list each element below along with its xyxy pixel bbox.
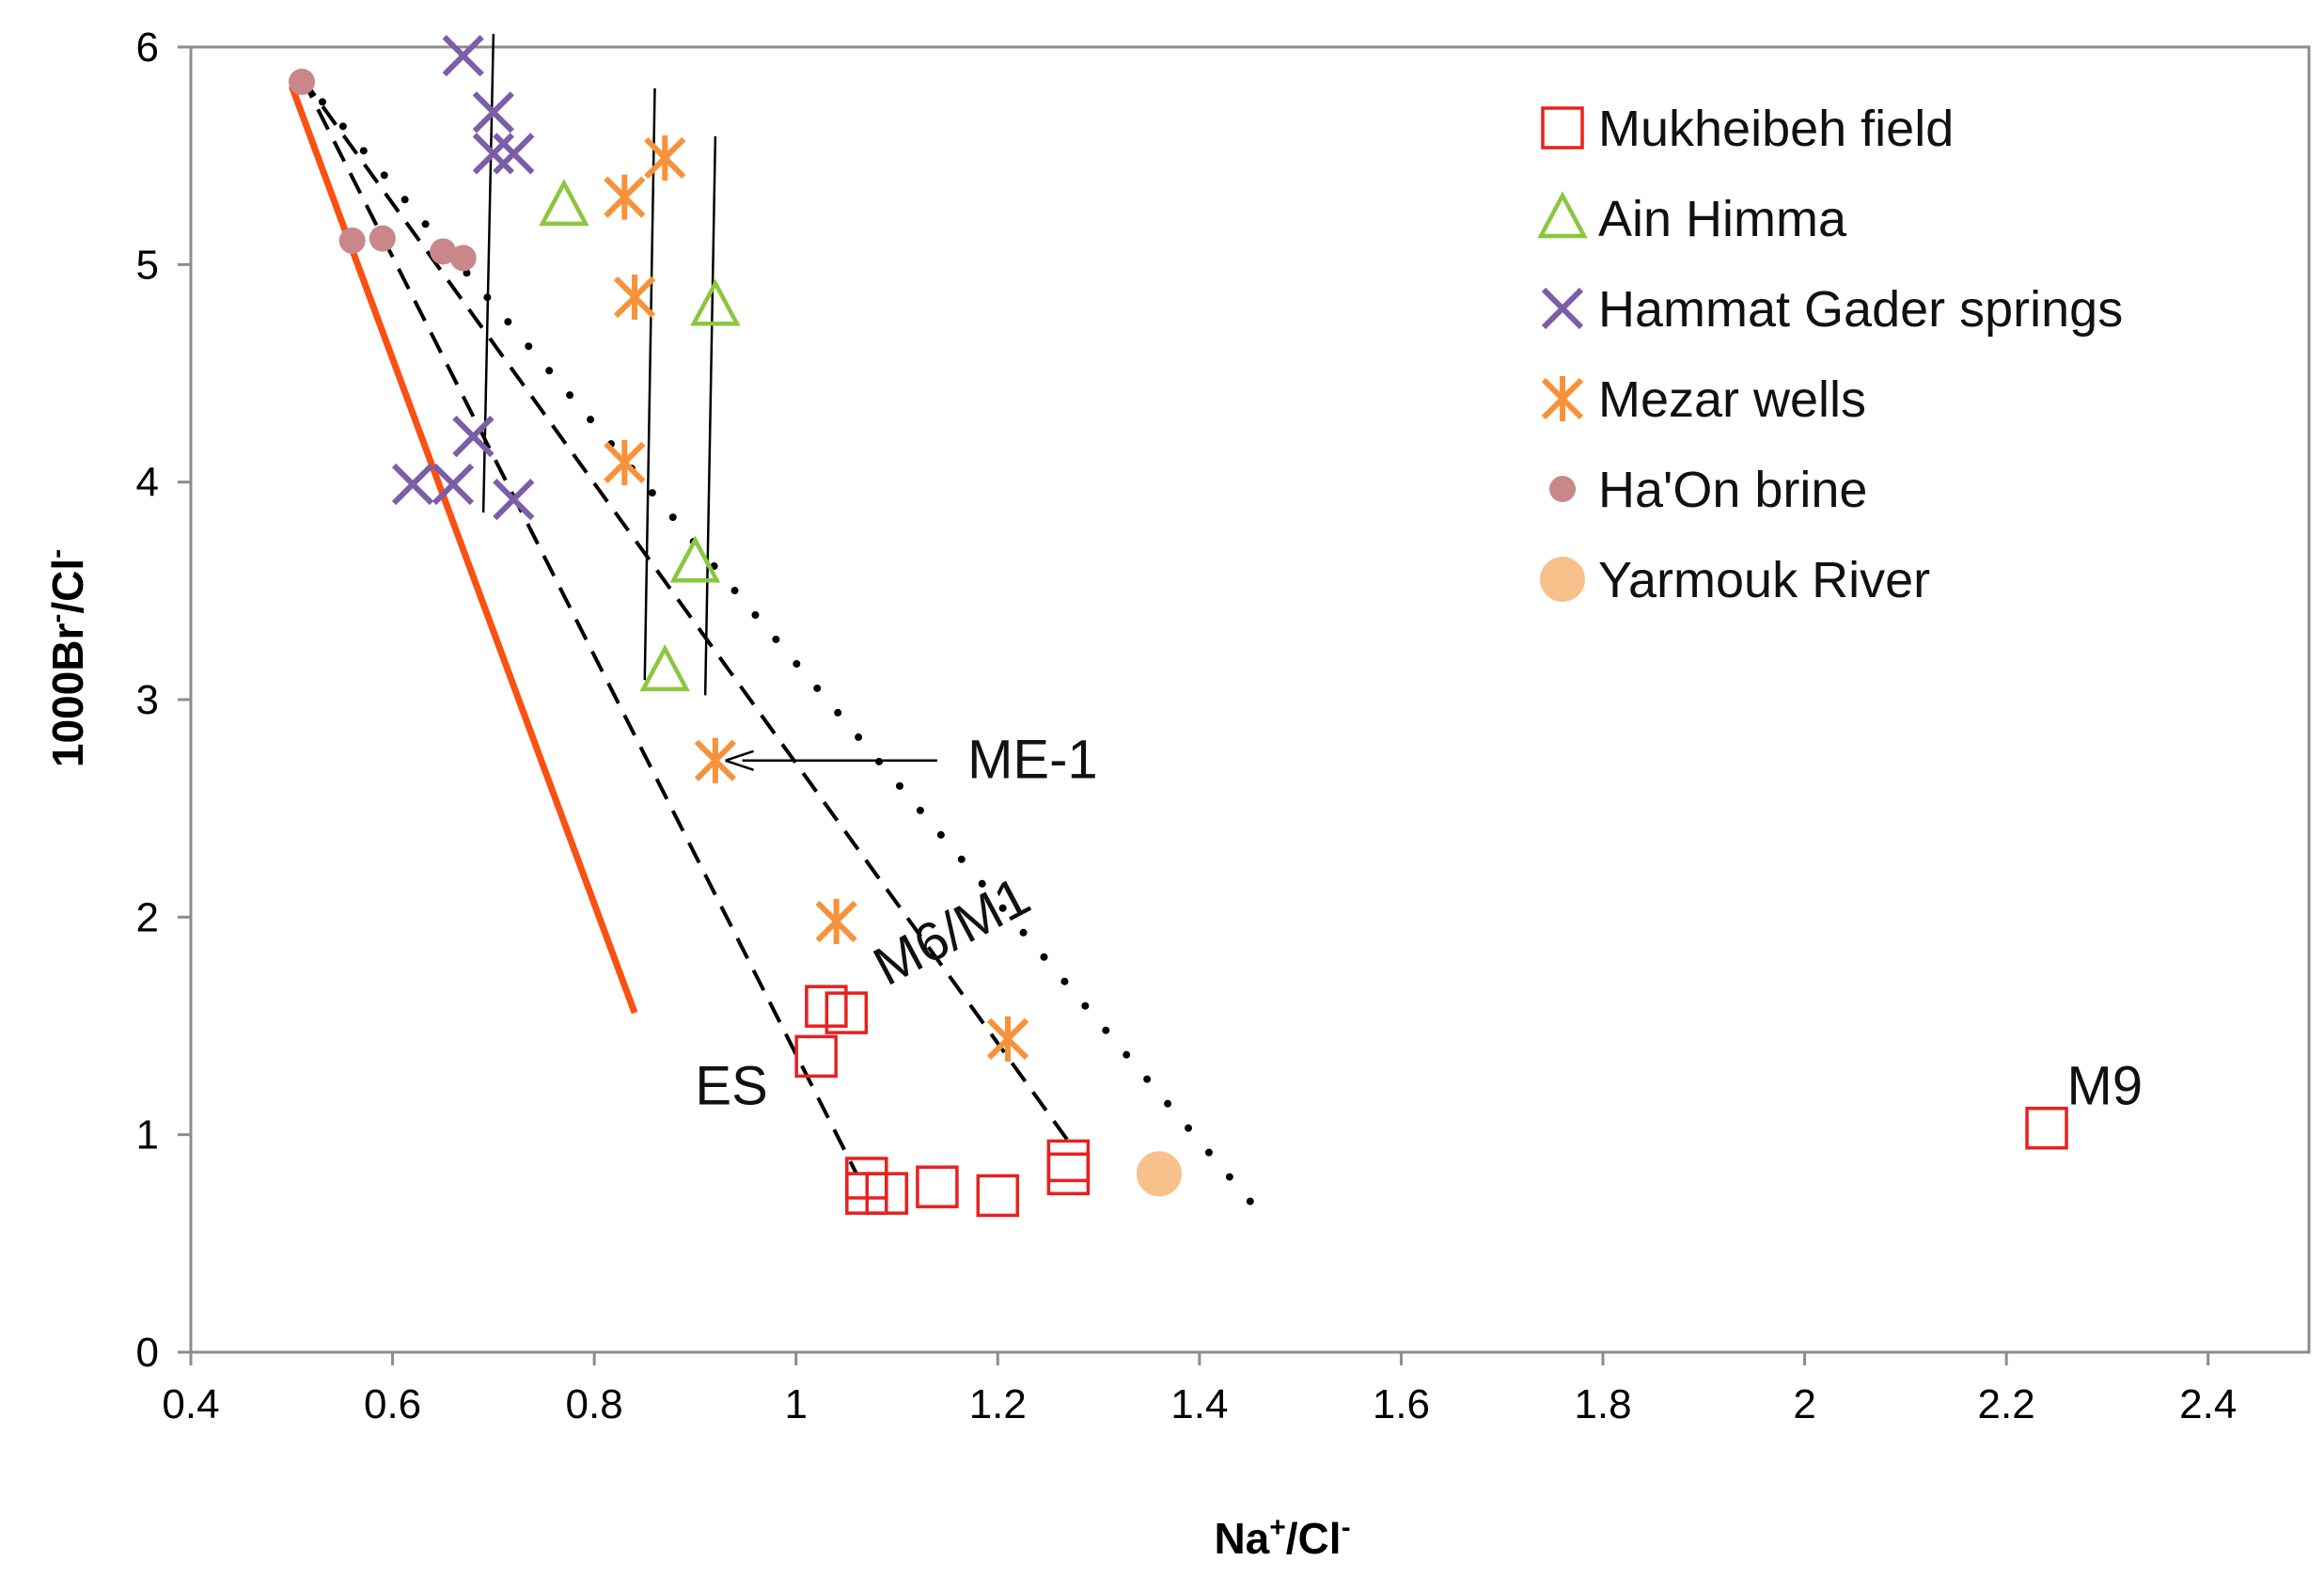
data-point-square	[916, 1165, 959, 1208]
annotation-label: M9	[2067, 1055, 2143, 1116]
data-point-dot	[369, 225, 396, 252]
data-point-star	[815, 898, 857, 944]
data-point-bigdot	[1136, 1151, 1182, 1197]
legend-marker-star	[1541, 376, 1584, 421]
data-point-x	[493, 133, 535, 175]
legend-marker-x	[1541, 287, 1584, 330]
data-point-x	[442, 35, 484, 77]
data-point-dot	[289, 69, 316, 96]
trend-line-dashed	[300, 76, 1071, 1143]
y-tick-label: 6	[136, 24, 159, 71]
data-point-x	[391, 463, 434, 506]
legend-label: Mezar wells	[1598, 371, 1866, 428]
x-tick-label: 2.2	[1978, 1381, 2035, 1427]
data-point-triangle	[639, 644, 690, 692]
x-tick-label: 1.2	[969, 1381, 1027, 1427]
data-point-triangle	[669, 535, 721, 583]
legend-marker-square	[1541, 106, 1584, 150]
legend-label: Ha'On brine	[1598, 462, 1867, 518]
y-tick-label: 4	[136, 460, 159, 506]
chart-axes: 0.4 0.6 0.8 1 1.2 1.4 1.6 1.8 2 2.2 2.4 0 1 2 3 4 5 6	[136, 24, 2311, 1427]
x-tick-label: 1	[784, 1381, 807, 1427]
x-tick-label: 1.6	[1373, 1381, 1430, 1427]
legend-label: Ain Himma	[1598, 191, 1847, 247]
y-tick-label: 0	[136, 1330, 159, 1376]
y-tick-label: 2	[136, 894, 159, 940]
x-tick-label: 0.4	[162, 1381, 219, 1427]
data-point-star	[604, 439, 646, 485]
x-tick-label: 0.8	[566, 1381, 623, 1427]
legend-marker-triangle	[1537, 191, 1588, 239]
legend-label: Mukheibeh field	[1598, 101, 1954, 157]
trend-line-dashed	[300, 76, 858, 1175]
legend: Mukheibeh field Ain Himma Hammat Gader spr…	[1537, 101, 2123, 608]
data-point-triangle	[539, 179, 589, 227]
data-point-x	[472, 133, 514, 175]
data-point-x	[452, 415, 495, 458]
y-tick-label: 3	[136, 677, 159, 723]
data-markers	[289, 35, 2068, 1218]
data-point-square	[976, 1174, 1020, 1218]
data-point-square	[824, 991, 869, 1034]
x-tick-label: 0.6	[364, 1381, 421, 1427]
data-point-square	[865, 1172, 909, 1215]
data-point-star	[694, 737, 737, 783]
data-point-star	[986, 1016, 1029, 1062]
x-tick-label: 2	[1793, 1381, 1815, 1427]
data-point-x	[472, 91, 514, 134]
legend-marker-dot	[1549, 476, 1576, 502]
x-axis-title: Na+/Cl-	[1214, 1512, 1350, 1563]
legend-label: Hammat Gader springs	[1598, 281, 2123, 338]
x-tick-label: 1.8	[1574, 1381, 1631, 1427]
trend-line-thin	[703, 135, 717, 696]
data-point-square	[2025, 1106, 2068, 1150]
data-point-square	[794, 1034, 838, 1079]
data-point-star	[644, 134, 686, 181]
legend-label: Yarmouk River	[1598, 552, 1930, 608]
annotation-arrow-head	[725, 749, 755, 771]
y-tick-label: 1	[136, 1112, 159, 1158]
data-point-dot	[338, 227, 366, 254]
data-point-dot	[430, 238, 457, 265]
annotation-label: ME-1	[967, 729, 1098, 790]
y-tick-label: 5	[136, 242, 159, 288]
data-point-star	[613, 275, 656, 321]
x-tick-label: 1.4	[1170, 1381, 1228, 1427]
trend-line-thin	[643, 87, 656, 681]
data-point-x	[493, 479, 535, 521]
annotation-label: ES	[695, 1055, 767, 1116]
y-axis-title: 1000Br-/Cl-	[41, 549, 92, 767]
data-point-x	[432, 463, 475, 506]
data-point-triangle	[690, 278, 741, 326]
x-tick-label: 2.4	[2179, 1381, 2237, 1427]
data-point-star	[604, 174, 646, 220]
data-point-dot	[449, 244, 477, 272]
legend-marker-bigdot	[1540, 557, 1585, 602]
data-point-square	[1046, 1152, 1091, 1196]
